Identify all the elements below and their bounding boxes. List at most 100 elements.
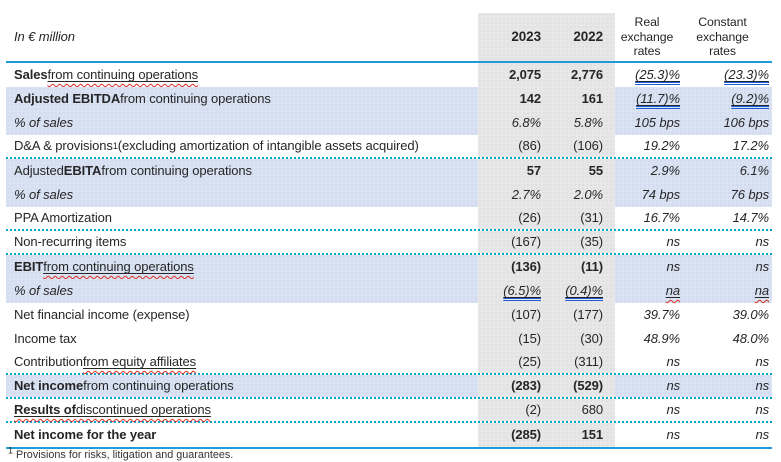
table-row-income-tax: Income tax (15) (30) 48.9% 48.0% bbox=[6, 327, 772, 351]
cell-constant-exchange-rates: ns bbox=[691, 255, 772, 279]
cell-constant-exchange-rates: ns bbox=[755, 354, 769, 370]
spellcheck-underline: from equity affiliates bbox=[82, 354, 197, 370]
cell-2022: (529) bbox=[545, 375, 615, 397]
cell-real-exchange-rates: ns bbox=[666, 402, 680, 418]
cell-2023: (6.5)% bbox=[478, 279, 545, 303]
row-label: % of sales bbox=[6, 111, 478, 135]
cell-2023: 6.8% bbox=[478, 111, 545, 135]
table-row-ebit-margin: % of sales (6.5)% (0.4)% na na bbox=[6, 279, 772, 303]
cell-2023: (26) bbox=[478, 207, 545, 229]
cell-real-exchange-rates: 16.7% bbox=[643, 210, 680, 226]
row-label: Net income from continuing operations bbox=[6, 375, 478, 397]
cell-2023: 2.7% bbox=[478, 183, 545, 207]
cell-2022: 55 bbox=[545, 159, 615, 183]
header-col-constant-exchange-rates: Constant exchange rates bbox=[696, 15, 749, 59]
cell-2022: (11) bbox=[545, 255, 615, 279]
table-row-non-recurring-items: Non-recurring items (167) (35) ns ns bbox=[6, 231, 772, 255]
cell-real-exchange-rates: ns bbox=[666, 354, 680, 370]
row-label: PPA Amortization bbox=[14, 210, 112, 226]
cell-2023: 57 bbox=[478, 159, 545, 183]
row-label: Contribution from equity affiliates bbox=[14, 354, 197, 370]
cell-real-exchange-rates: 74 bps bbox=[615, 183, 691, 207]
grammar-underline: (0.4)% bbox=[565, 283, 603, 299]
footnote: 1 Provisions for risks, litigation and g… bbox=[8, 446, 234, 461]
spellcheck-underline: na bbox=[665, 283, 680, 299]
cell-constant-exchange-rates: na bbox=[691, 279, 772, 303]
table-row-ppa-amortization: PPA Amortization (26) (31) 16.7% 14.7% bbox=[6, 207, 772, 231]
cell-constant-exchange-rates: 106 bps bbox=[691, 111, 772, 135]
spellcheck-underline: discontinued operations bbox=[75, 402, 211, 418]
table-row-da-provisions: D&A & provisions 1 (excluding amortizatio… bbox=[6, 135, 772, 159]
table-row-discontinued-operations: Results of discontinued operations (2) 680… bbox=[6, 399, 772, 423]
cell-constant-exchange-rates: 6.1% bbox=[691, 159, 772, 183]
cell-real-exchange-rates: ns bbox=[666, 234, 680, 250]
grammar-underline: (9.2)% bbox=[731, 91, 769, 107]
cell-2022: 2,776 bbox=[545, 63, 615, 87]
table-row-net-income-continuing: Net income from continuing operations (28… bbox=[6, 375, 772, 399]
cell-constant-exchange-rates: (23.3)% bbox=[691, 63, 772, 87]
cell-constant-exchange-rates: ns bbox=[755, 234, 769, 250]
cell-real-exchange-rates: 39.7% bbox=[643, 307, 680, 323]
row-label: Non-recurring items bbox=[14, 234, 127, 250]
income-statement-table: In € million 2023 2022 Real exchange rat… bbox=[6, 13, 772, 449]
cell-real-exchange-rates: 48.9% bbox=[643, 331, 680, 347]
table-row-equity-affiliates: Contribution from equity affiliates (25)(… bbox=[6, 351, 772, 375]
table-row-net-financial-income: Net financial income (expense) (107) (177)… bbox=[6, 303, 772, 327]
grammar-underline: (23.3)% bbox=[724, 67, 769, 83]
cell-2022: (31) bbox=[545, 207, 615, 229]
header-col-2023: 2023 bbox=[478, 13, 545, 61]
cell-2023: (2) bbox=[478, 399, 545, 421]
header-unit-label: In € million bbox=[6, 13, 478, 61]
cell-2022: 2.0% bbox=[545, 183, 615, 207]
row-label: Sales from continuing operations bbox=[14, 67, 199, 83]
cell-constant-exchange-rates: 39.0% bbox=[732, 307, 769, 323]
spellcheck-underline: from continuing operations bbox=[47, 67, 199, 83]
cell-constant-exchange-rates: 48.0% bbox=[732, 331, 769, 347]
row-label: D&A & provisions 1 (excluding amortizatio… bbox=[14, 138, 419, 154]
row-label: Adjusted EBITDA from continuing operatio… bbox=[6, 87, 478, 111]
table-row-ebita-margin: % of sales 2.7% 2.0% 74 bps 76 bps bbox=[6, 183, 772, 207]
spellcheck-underline: na bbox=[754, 283, 769, 299]
cell-2022: 151 bbox=[545, 423, 615, 447]
cell-2023: (167) bbox=[478, 231, 545, 253]
row-label: % of sales bbox=[6, 183, 478, 207]
cell-2023: (283) bbox=[478, 375, 545, 397]
cell-real-exchange-rates: (11.7)% bbox=[615, 87, 691, 111]
grammar-underline: (6.5)% bbox=[503, 283, 541, 299]
cell-2022: (177) bbox=[545, 303, 615, 327]
cell-2023: (86) bbox=[478, 135, 545, 157]
row-label: Net income for the year bbox=[14, 427, 157, 443]
grammar-underline: (25.3)% bbox=[635, 67, 680, 83]
cell-2023: (25) bbox=[478, 351, 545, 373]
footnote-marker: 1 bbox=[8, 445, 14, 456]
cell-2022: (311) bbox=[545, 351, 615, 373]
row-label: Income tax bbox=[14, 331, 77, 347]
unit-label-text: In € million bbox=[14, 29, 75, 45]
table-row-ebitda-margin: % of sales 6.8% 5.8% 105 bps 106 bps bbox=[6, 111, 772, 135]
grammar-underline: (11.7)% bbox=[636, 91, 680, 107]
cell-2022: (0.4)% bbox=[545, 279, 615, 303]
cell-2022: 680 bbox=[545, 399, 615, 421]
header-col-2022: 2022 bbox=[545, 13, 615, 61]
cell-constant-exchange-rates: ns bbox=[755, 427, 769, 443]
table-row-net-income-year: Net income for the year (285) 151 ns ns bbox=[6, 423, 772, 447]
cell-2023: (15) bbox=[478, 327, 545, 351]
cell-2022: 5.8% bbox=[545, 111, 615, 135]
footnote-text: Provisions for risks, litigation and gua… bbox=[13, 449, 234, 461]
row-label: % of sales bbox=[6, 279, 478, 303]
cell-real-exchange-rates: ns bbox=[615, 375, 691, 397]
cell-real-exchange-rates: (25.3)% bbox=[615, 63, 691, 87]
cell-2022: (106) bbox=[545, 135, 615, 157]
cell-2023: (136) bbox=[478, 255, 545, 279]
cell-real-exchange-rates: 2.9% bbox=[615, 159, 691, 183]
row-label: Adjusted EBITA from continuing operation… bbox=[6, 159, 478, 183]
cell-2023: 2,075 bbox=[478, 63, 545, 87]
cell-2023: (107) bbox=[478, 303, 545, 327]
row-label: Results of discontinued operations bbox=[6, 399, 478, 421]
cell-2022: (30) bbox=[545, 327, 615, 351]
cell-constant-exchange-rates: (9.2)% bbox=[691, 87, 772, 111]
cell-constant-exchange-rates: ns bbox=[691, 375, 772, 397]
cell-real-exchange-rates: 19.2% bbox=[643, 138, 680, 154]
table-row-adjusted-ebitda: Adjusted EBITDA from continuing operatio… bbox=[6, 87, 772, 111]
spellcheck-underline: Results of bbox=[14, 402, 76, 418]
